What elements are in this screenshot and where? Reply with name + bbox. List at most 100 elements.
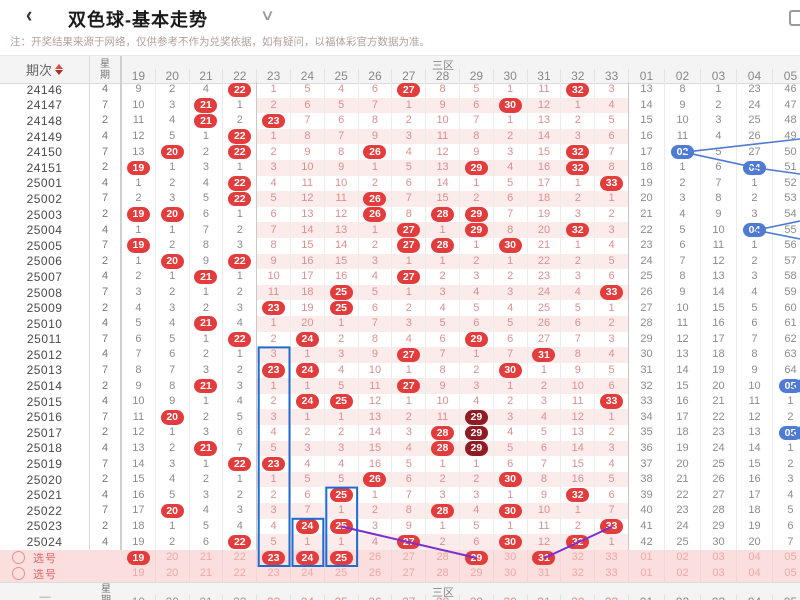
red-ball: 22: [228, 191, 252, 207]
blue-miss-cell: 19: [665, 440, 701, 457]
select-number-cell[interactable]: 02: [665, 565, 701, 582]
table-row-25003: 25003 2 19 20 6 1 6 13 12 26 8 28 29 7 19 3 2 21 4 9 3 54: [0, 206, 800, 223]
back-button[interactable]: ‹: [26, 3, 33, 28]
select-number-cell[interactable]: 26: [359, 549, 393, 566]
floating-window-icon[interactable]: [789, 10, 800, 26]
select-number-cell[interactable]: 31: [528, 565, 562, 582]
radio-icon[interactable]: [12, 567, 25, 581]
select-number-cell[interactable]: 05: [773, 550, 800, 566]
select-number-cell[interactable]: 05: [773, 566, 800, 582]
select-number-cell[interactable]: 22: [223, 549, 258, 566]
miss-cell: 6: [494, 331, 528, 348]
header-col-28: 28: [426, 69, 460, 83]
week-cell: 2: [90, 300, 122, 316]
select-number-cell[interactable]: 19: [122, 549, 156, 566]
select-number-cell[interactable]: 21: [190, 565, 224, 582]
week-cell: 4: [90, 82, 122, 98]
select-row-head[interactable]: 选号: [0, 550, 122, 566]
select-number-cell[interactable]: 28: [426, 549, 460, 566]
footer-col-28: 28: [426, 595, 460, 600]
select-number-cell[interactable]: 32: [561, 549, 596, 566]
miss-cell: 6: [122, 331, 156, 348]
select-number-cell[interactable]: 25: [325, 549, 359, 566]
select-number-cell[interactable]: 04: [737, 549, 773, 566]
blue-miss-cell: 29: [629, 331, 665, 348]
radio-icon[interactable]: [12, 551, 25, 565]
miss-cell: 2: [493, 128, 528, 145]
select-number-cell[interactable]: 01: [629, 549, 665, 566]
blue-miss-cell: 41: [629, 518, 665, 535]
select-number-cell[interactable]: 33: [595, 565, 629, 582]
miss-cell: 27: [392, 269, 427, 285]
blue-miss-cell: 3: [665, 191, 701, 207]
sort-icon[interactable]: [55, 63, 63, 76]
select-number-cell[interactable]: 24: [291, 565, 325, 582]
miss-cell: 1: [494, 113, 528, 129]
select-number-cell[interactable]: 31: [528, 549, 562, 566]
miss-cell: 11: [358, 378, 393, 394]
select-number-cell[interactable]: 02: [665, 549, 701, 566]
select-number-cell[interactable]: 19: [122, 565, 156, 582]
select-number-cell[interactable]: 29: [460, 549, 494, 566]
blue-miss-cell: 15: [665, 378, 701, 394]
select-number-cell[interactable]: 33: [595, 549, 629, 566]
red-ball: 29: [464, 550, 488, 566]
select-number-cell[interactable]: 22: [223, 565, 258, 582]
miss-cell: 1: [223, 206, 258, 223]
red-ball: 21: [194, 316, 218, 331]
miss-cell: 7: [595, 503, 629, 519]
blue-miss-cell: 6: [701, 159, 737, 176]
blue-miss-cell: 6: [773, 519, 800, 535]
miss-cell: 4: [392, 440, 427, 457]
table-row-25021: 25021 4 16 5 3 2 2 6 25 1 7 3 3 1 9 32 6 39 22 27 17 4: [0, 487, 800, 504]
select-number-cell[interactable]: 28: [426, 565, 460, 582]
table-row-25019: 25019 7 14 3 1 22 23 4 4 16 5 1 1 6 7 15 4 37 20 25 15 2: [0, 456, 800, 472]
select-number-cell[interactable]: 01: [629, 565, 665, 582]
blue-miss-cell: 24: [737, 97, 773, 114]
miss-cell: 2: [459, 253, 494, 270]
blue-miss-cell: 23: [701, 425, 737, 441]
red-ball: 29: [464, 160, 488, 176]
select-row-2[interactable]: 选号 19 20 21 22 23 24 25 26 27 28 29 30 31 32 33 01 02 03 04…: [0, 565, 800, 582]
miss-cell: 2: [359, 237, 393, 254]
period-column-header[interactable]: 期次: [0, 56, 90, 83]
table-row-25008: 25008 7 3 2 1 2 11 18 25 5 1 3 4 3 24 4 33 26 9 14 4 59: [0, 284, 800, 301]
period-cell: 25024: [0, 534, 90, 550]
select-number-cell[interactable]: 27: [392, 549, 427, 566]
miss-cell: 7: [290, 503, 325, 519]
chevron-down-icon[interactable]: ∨: [259, 7, 276, 24]
select-number-cell[interactable]: 23: [257, 549, 291, 566]
miss-cell: 1: [493, 378, 528, 394]
miss-cell: 3: [528, 393, 562, 410]
miss-cell: 7: [528, 456, 562, 472]
red-ball: 30: [498, 98, 522, 113]
select-number-cell[interactable]: 23: [257, 565, 291, 582]
select-number-cell[interactable]: 29: [460, 565, 494, 582]
select-number-cell[interactable]: 04: [737, 565, 773, 582]
select-row-1[interactable]: 选号 19 20 21 22 23 24 25 26 27 28 29 30 31 32 33 01 02 03 04…: [0, 549, 800, 566]
select-row-head[interactable]: 选号: [0, 566, 122, 582]
select-number-cell[interactable]: 03: [701, 549, 737, 566]
select-number-cell[interactable]: 25: [325, 565, 359, 582]
blue-miss-cell: 18: [737, 503, 773, 519]
miss-cell: 5: [460, 82, 494, 98]
red-ball: 23: [262, 456, 286, 472]
blue-miss-cell: 37: [629, 456, 665, 472]
select-number-cell[interactable]: 30: [494, 565, 528, 582]
select-number-cell[interactable]: 26: [359, 565, 393, 582]
select-number-cell[interactable]: 27: [392, 565, 427, 582]
red-ball: 32: [566, 144, 590, 160]
select-number-cell[interactable]: 21: [190, 549, 224, 566]
miss-cell: 1: [190, 393, 224, 410]
miss-cell: 1: [223, 471, 258, 488]
miss-cell: 29: [460, 425, 494, 441]
select-number-cell[interactable]: 03: [701, 565, 737, 582]
miss-cell: 11: [122, 113, 156, 129]
select-number-cell[interactable]: 32: [561, 565, 596, 582]
select-number-cell[interactable]: 20: [156, 565, 190, 582]
select-number-cell[interactable]: 20: [156, 549, 190, 566]
miss-cell: 4: [325, 362, 359, 379]
miss-cell: 7: [426, 347, 460, 363]
select-number-cell[interactable]: 30: [494, 549, 528, 566]
select-number-cell[interactable]: 24: [291, 549, 325, 566]
